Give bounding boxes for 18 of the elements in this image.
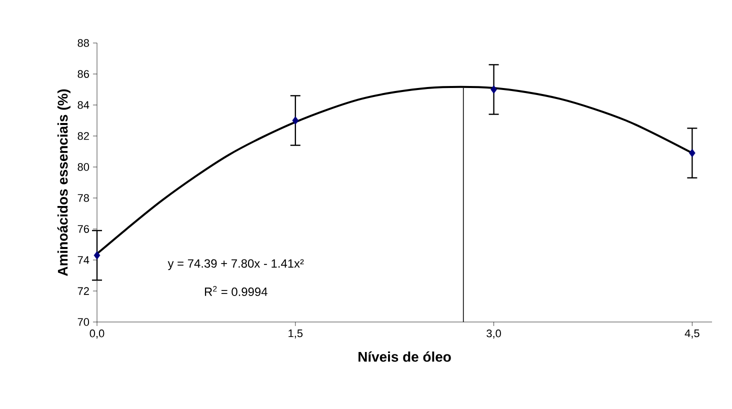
y-tick-label: 84: [78, 101, 90, 109]
x-tick-label: 0,0: [90, 330, 104, 339]
y-tick-label: 70: [78, 318, 90, 326]
y-tick-label: 72: [78, 287, 89, 295]
y-tick-label: 78: [78, 194, 89, 202]
y-tick-label: 76: [78, 225, 89, 233]
x-tick-label: 1,5: [288, 330, 303, 338]
y-tick-label: 82: [78, 132, 89, 140]
y-tick-label: 80: [78, 163, 90, 171]
y-tick-label: 88: [78, 39, 89, 47]
x-axis-title: Níveis de óleo: [358, 351, 451, 362]
y-tick-label: 74: [78, 256, 90, 264]
y-tick-label: 86: [78, 70, 89, 78]
x-tick-label: 3,0: [486, 330, 501, 339]
annotation: R$^{2}$ = 0.9994: [204, 286, 268, 296]
annotation: y = 74.39 + 7.80x - 1.41x²: [168, 259, 304, 270]
y-axis-title: Aminoácidos essenciais (%): [57, 89, 70, 276]
x-tick-label: 4,5: [684, 330, 700, 338]
